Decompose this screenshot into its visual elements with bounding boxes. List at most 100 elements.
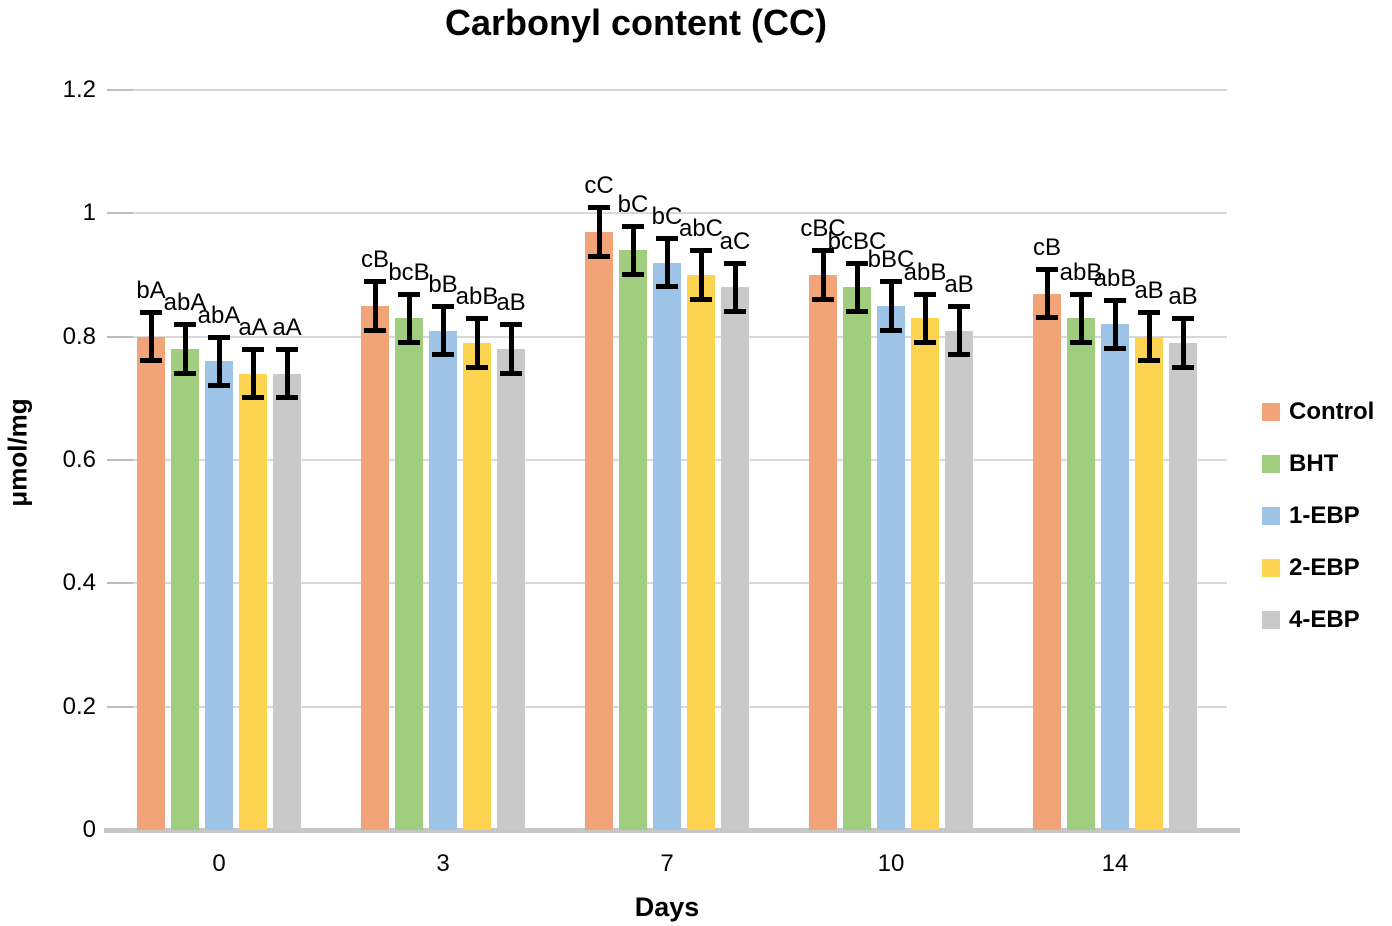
error-bar (820, 250, 826, 300)
legend-item-1-ebp: 1-EBP (1262, 502, 1360, 530)
error-bar-cap-top (690, 248, 712, 254)
error-bar-cap-bottom (1172, 364, 1194, 370)
error-bar (922, 293, 928, 343)
error-bar-cap-top (724, 260, 746, 266)
error-bar-cap-top (846, 260, 868, 266)
error-bar-cap-top (398, 291, 420, 297)
legend-swatch-icon (1262, 403, 1280, 421)
bar-1-ebp-day3 (429, 330, 457, 830)
error-bar-cap-top (1172, 316, 1194, 322)
error-bar (1180, 318, 1186, 368)
error-bar-cap-bottom (880, 327, 902, 333)
bar-label: abA (197, 301, 241, 329)
error-bar-cap-top (622, 223, 644, 229)
y-axis-tick (107, 212, 133, 215)
bar-control-day14 (1033, 293, 1061, 830)
error-bar-cap-top (588, 205, 610, 211)
error-bar (698, 250, 704, 300)
bar-2-ebp-day14 (1135, 336, 1163, 830)
bar-4-ebp-day7 (721, 287, 749, 830)
bar-1-ebp-day7 (653, 262, 681, 830)
grid-line (107, 212, 1227, 215)
legend-label: 2-EBP (1289, 554, 1360, 581)
error-bar-cap-top (432, 303, 454, 309)
error-bar (508, 324, 514, 374)
bar-4-ebp-day10 (945, 330, 973, 830)
error-bar-cap-bottom (364, 327, 386, 333)
bar-label: cB (1032, 233, 1062, 261)
error-bar-cap-top (276, 347, 298, 352)
error-bar-cap-top (208, 334, 230, 340)
error-bar-cap-top (1138, 310, 1160, 315)
bar-4-ebp-day0 (273, 373, 301, 830)
error-bar-cap-bottom (1036, 315, 1058, 321)
bar-1-ebp-day0 (205, 361, 233, 830)
legend-swatch-icon (1262, 507, 1280, 525)
x-tick-label: 3 (436, 850, 450, 877)
legend-swatch-icon (1262, 559, 1280, 577)
error-bar-cap-bottom (242, 395, 264, 401)
bar-2-ebp-day10 (911, 318, 939, 830)
error-bar (250, 349, 256, 399)
error-bar (216, 336, 222, 386)
error-bar-cap-top (812, 248, 834, 254)
error-bar-cap-bottom (622, 272, 644, 277)
error-bar (1078, 293, 1084, 343)
error-bar-cap-top (364, 279, 386, 285)
y-axis-tick (107, 89, 133, 91)
error-bar-cap-bottom (276, 395, 298, 401)
x-axis-title: Days (634, 892, 700, 922)
error-bar (440, 305, 446, 356)
error-bar-cap-top (242, 347, 264, 352)
bar-bht-day3 (395, 318, 423, 830)
bar-control-day10 (809, 275, 837, 830)
error-bar (1146, 312, 1152, 362)
error-bar-cap-top (948, 303, 970, 309)
bar-label: abC (678, 215, 724, 243)
y-axis-tick (107, 582, 133, 585)
bar-bht-day14 (1067, 318, 1095, 830)
error-bar-cap-bottom (1070, 339, 1092, 345)
bar-label: abB (455, 283, 499, 311)
error-bar (854, 262, 860, 312)
x-axis-line (104, 828, 1240, 833)
error-bar (148, 312, 154, 362)
error-bar-cap-bottom (432, 352, 454, 358)
error-bar-cap-bottom (690, 296, 712, 302)
error-bar-cap-top (140, 310, 162, 315)
bar-label: aC (719, 227, 751, 255)
bar-label: aB (944, 270, 974, 298)
chart-title: Carbonyl content (CC) (445, 2, 827, 43)
y-tick-label: 0.8 (62, 322, 96, 350)
error-bar-cap-top (174, 322, 196, 328)
error-bar-cap-bottom (500, 370, 522, 376)
error-bar-cap-bottom (846, 309, 868, 314)
bar-bht-day0 (171, 349, 199, 830)
bar-4-ebp-day3 (497, 349, 525, 830)
bar-2-ebp-day3 (463, 342, 491, 830)
legend-item-4-ebp: 4-EBP (1262, 606, 1360, 634)
error-bar-cap-bottom (1138, 358, 1160, 364)
error-bar-cap-top (880, 279, 902, 285)
error-bar (732, 262, 738, 312)
error-bar-cap-bottom (174, 370, 196, 376)
error-bar (596, 207, 602, 257)
error-bar (284, 349, 290, 399)
error-bar-cap-top (656, 236, 678, 241)
legend-label: Control (1289, 398, 1375, 425)
error-bar-cap-top (466, 316, 488, 322)
bar-1-ebp-day14 (1101, 324, 1129, 830)
error-bar-cap-bottom (140, 358, 162, 364)
y-axis-tick (107, 459, 133, 461)
bar-label: aB (496, 289, 526, 317)
bar-4-ebp-day14 (1169, 342, 1197, 830)
bar-label: bcB (388, 258, 430, 286)
error-bar (474, 318, 480, 368)
error-bar (630, 225, 636, 275)
legend-swatch-icon (1262, 611, 1280, 629)
error-bar-cap-bottom (812, 296, 834, 302)
bar-label: abB (903, 258, 947, 286)
y-tick-label: 0.6 (62, 446, 96, 473)
bar-2-ebp-day0 (239, 373, 267, 830)
error-bar-cap-bottom (588, 253, 610, 259)
